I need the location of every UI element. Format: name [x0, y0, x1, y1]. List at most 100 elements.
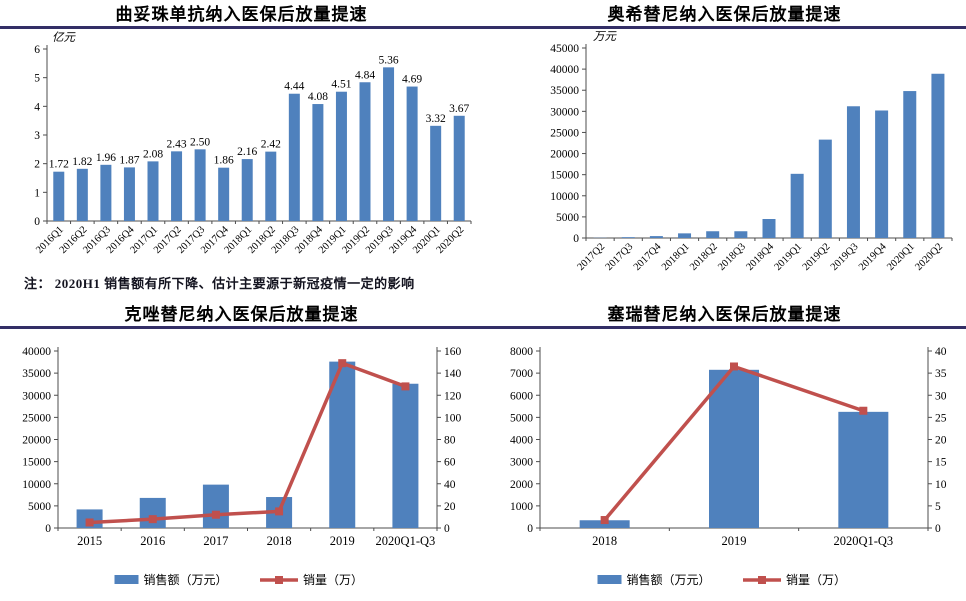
bar-value-label: 2.08 — [143, 148, 163, 160]
x-tick-labels: 2018 2019 2020Q1-Q3 — [592, 534, 893, 548]
axis-unit-label: 亿元 — [52, 31, 76, 44]
chart-title-crizotinib: 克唑替尼纳入医保后放量提速 — [124, 305, 359, 324]
legend-line-marker — [275, 576, 283, 584]
legend-label-volume: 销量（万） — [303, 573, 363, 587]
bar — [76, 168, 88, 221]
y-tick-label: 40000 — [550, 64, 579, 76]
y-tick-label: 2 — [34, 159, 40, 171]
bar-value-label: 4.51 — [331, 79, 351, 91]
x-tick-label: 2017Q2 — [575, 241, 607, 273]
bar — [139, 497, 166, 528]
bar — [123, 167, 135, 221]
legend-line-marker — [758, 576, 766, 584]
y-tick-label: 5 — [34, 73, 40, 85]
bar — [100, 164, 112, 221]
bar-value-label: 1.96 — [96, 152, 116, 164]
y-tick-label: 20000 — [550, 149, 579, 161]
axes — [582, 44, 953, 241]
axes — [43, 45, 472, 224]
y-tick-label: 40000 — [22, 346, 51, 358]
y-tick-label: 30000 — [550, 106, 579, 118]
y-tick-label: 7000 — [510, 368, 533, 380]
line-marker — [401, 382, 410, 391]
bar — [194, 149, 206, 221]
bar — [359, 82, 371, 222]
right-y-tick-label: 15 — [935, 457, 947, 469]
sales-volume-line-series — [600, 362, 868, 525]
bar — [706, 231, 720, 238]
bar — [734, 231, 748, 238]
chart-panel-ceritinib: 塞瑞替尼纳入医保后放量提速 0 1000 2000 3000 4000 5000 6000 7… — [483, 300, 966, 601]
title-underline — [0, 326, 483, 329]
y-tick-label: 20000 — [22, 435, 51, 447]
x-tick-label: 2018 — [267, 534, 292, 548]
bar-value-label: 1.86 — [214, 155, 234, 167]
y-tick-label: 0 — [45, 523, 51, 535]
bar — [790, 173, 804, 238]
chart-title-osimertinib: 奥希替尼纳入医保后放量提速 — [607, 5, 842, 24]
chart-panel-crizotinib: 克唑替尼纳入医保后放量提速 0 5000 10000 15000 20000 25000 3… — [0, 300, 483, 601]
bar — [202, 484, 229, 528]
bar — [838, 411, 889, 528]
x-tick-label: 2019 — [722, 534, 747, 548]
legend-label-sales: 销售额（万元） — [144, 572, 228, 587]
bar-value-labels: 1.72 1.82 1.96 1.87 2.082.43 2.50 1.862.16 2.42… — [49, 54, 470, 170]
right-y-tick-label: 10 — [935, 479, 947, 491]
axis-labels: 0 1 2 3 4 5 6 — [34, 44, 40, 228]
bars — [76, 361, 419, 528]
bar — [931, 73, 945, 238]
x-tick-label: 2020Q1 — [885, 241, 917, 273]
line-marker — [600, 516, 609, 525]
bars — [579, 369, 889, 528]
x-tick-labels: 2016Q12016Q22016Q32016Q42017Q12017Q22017… — [34, 224, 466, 256]
bar-value-label: 1.82 — [72, 156, 92, 168]
line-path — [89, 360, 407, 525]
axis-labels: 0 5000 10000 15000 20000 25000 30000 35000 40000… — [550, 43, 579, 245]
line-marker — [275, 507, 284, 516]
right-y-tick-label: 40 — [444, 479, 456, 491]
bar-value-label: 2.42 — [261, 139, 281, 151]
right-y-tick-label: 120 — [444, 390, 462, 402]
bar — [430, 125, 442, 221]
x-tick-label: 2018 — [592, 534, 617, 548]
bar-value-label: 5.36 — [378, 54, 398, 66]
bar — [383, 67, 395, 221]
line-marker — [85, 518, 94, 527]
chart-panel-osimertinib: 奥希替尼纳入医保后放量提速 0 5000 10000 15000 20000 25000 3… — [483, 0, 966, 300]
line-marker — [211, 510, 220, 519]
bar-value-label: 2.16 — [237, 146, 257, 158]
y-tick-label: 35000 — [22, 368, 51, 380]
x-tick-label: 2019Q4 — [857, 241, 889, 273]
axis-labels: 0 5000 10000 15000 20000 25000 30000 35000 40000… — [22, 346, 461, 535]
y-tick-label: 35000 — [550, 85, 579, 97]
bar — [875, 110, 889, 238]
axes — [54, 347, 441, 531]
line-marker — [859, 406, 868, 415]
y-tick-label: 0 — [573, 233, 579, 245]
chart-panel-trastuzumab: 曲妥珠单抗纳入医保后放量提速 0 1 2 3 4 5 6 1.72 1.82 1.96 1.87 2.… — [0, 0, 483, 300]
title-underline — [483, 26, 966, 29]
legend-label-volume: 销量（万） — [786, 573, 846, 587]
legend-bar-swatch — [114, 575, 139, 584]
legend-bar-swatch — [597, 575, 622, 584]
title-underline — [483, 326, 966, 329]
bar-value-label: 3.67 — [449, 103, 469, 115]
y-tick-label: 1 — [34, 187, 40, 199]
x-tick-label: 2020Q1-Q3 — [376, 534, 436, 548]
y-tick-label: 0 — [34, 216, 40, 228]
osimertinib-bar-chart: 0 5000 10000 15000 20000 25000 30000 35000 40000… — [550, 31, 953, 273]
right-y-tick-label: 60 — [444, 457, 456, 469]
bar — [329, 361, 356, 528]
bar — [453, 115, 465, 221]
bar — [171, 151, 183, 221]
right-y-tick-label: 30 — [935, 390, 947, 402]
bar-value-label: 4.44 — [284, 81, 304, 93]
right-y-tick-label: 0 — [935, 523, 941, 535]
x-tick-label: 2020Q1-Q3 — [833, 534, 893, 548]
right-y-tick-label: 20 — [935, 435, 947, 447]
bar — [392, 383, 419, 528]
y-tick-label: 5000 — [510, 412, 533, 424]
bar — [649, 236, 663, 238]
right-y-tick-label: 20 — [444, 501, 456, 513]
right-y-tick-label: 35 — [935, 368, 947, 380]
